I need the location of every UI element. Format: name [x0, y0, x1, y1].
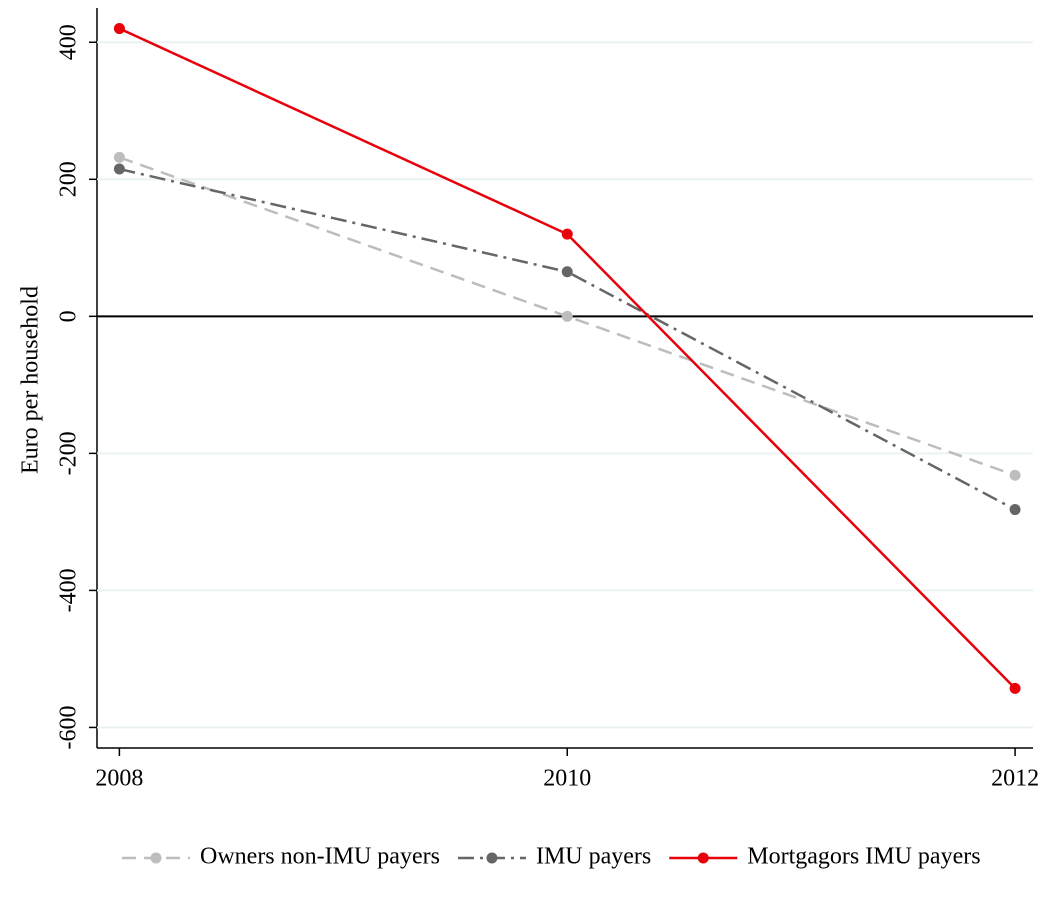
- legend-marker: [486, 852, 498, 864]
- point: [113, 23, 125, 35]
- x-tick-label: 2012: [991, 766, 1039, 792]
- y-tick-label: 200: [56, 161, 82, 197]
- series-line: [119, 167, 1016, 511]
- point: [113, 163, 125, 175]
- y-tick-label: -600: [56, 705, 82, 749]
- point: [561, 310, 573, 322]
- legend-marker: [150, 852, 162, 864]
- y-tick-label: 400: [56, 24, 82, 60]
- point: [1009, 469, 1021, 481]
- legend-label: Owners non-IMU payers: [200, 844, 440, 870]
- y-tick-label: 0: [56, 310, 82, 322]
- y-axis-label: Euro per household: [18, 286, 44, 474]
- y-tick-label: -400: [56, 568, 82, 612]
- x-tick-label: 2010: [543, 766, 591, 792]
- legend-label: IMU payers: [536, 844, 651, 870]
- legend-label: Mortgagors IMU payers: [747, 844, 980, 870]
- point: [1009, 504, 1021, 516]
- x-tick-label: 2008: [95, 766, 143, 792]
- point: [561, 266, 573, 278]
- point: [561, 228, 573, 240]
- point: [113, 151, 125, 163]
- y-tick-label: -200: [56, 431, 82, 475]
- point: [1009, 682, 1021, 694]
- legend-marker: [697, 852, 709, 864]
